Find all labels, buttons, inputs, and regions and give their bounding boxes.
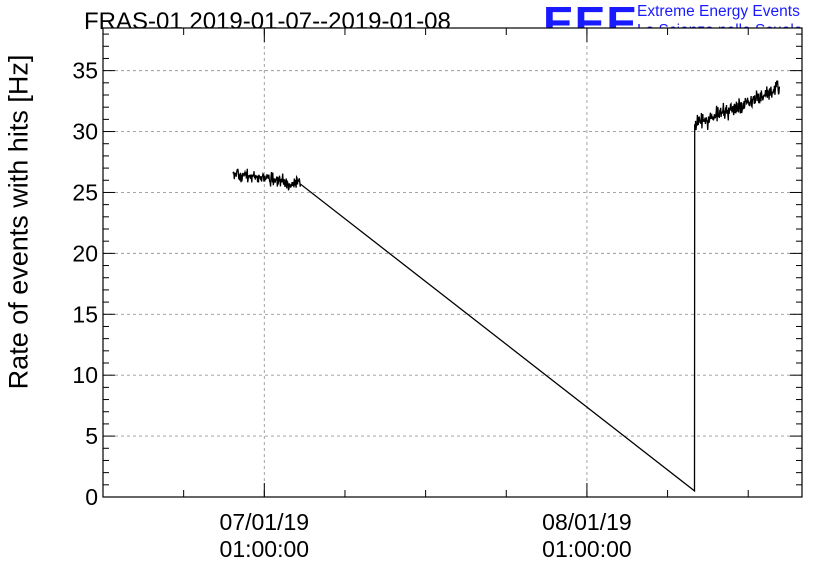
y-tick-label: 35 — [72, 58, 98, 84]
plot-frame — [102, 27, 803, 498]
y-tick-label: 20 — [72, 240, 98, 266]
plot-area — [103, 28, 802, 497]
logo-line-1: Extreme Energy Events — [637, 3, 800, 20]
y-tick-label: 5 — [85, 423, 98, 449]
y-tick-label: 25 — [72, 179, 98, 205]
y-tick-label: 10 — [72, 362, 98, 388]
x-tick-label-time: 01:00:00 — [220, 536, 310, 562]
x-tick-label-date: 07/01/19 — [220, 509, 310, 535]
x-tick-label-time: 01:00:00 — [542, 536, 632, 562]
y-tick-label: 0 — [85, 484, 98, 510]
y-tick-label: 30 — [72, 119, 98, 145]
x-tick-label-date: 08/01/19 — [542, 509, 632, 535]
y-tick-label: 15 — [72, 301, 98, 327]
rate-series-line — [232, 80, 781, 493]
